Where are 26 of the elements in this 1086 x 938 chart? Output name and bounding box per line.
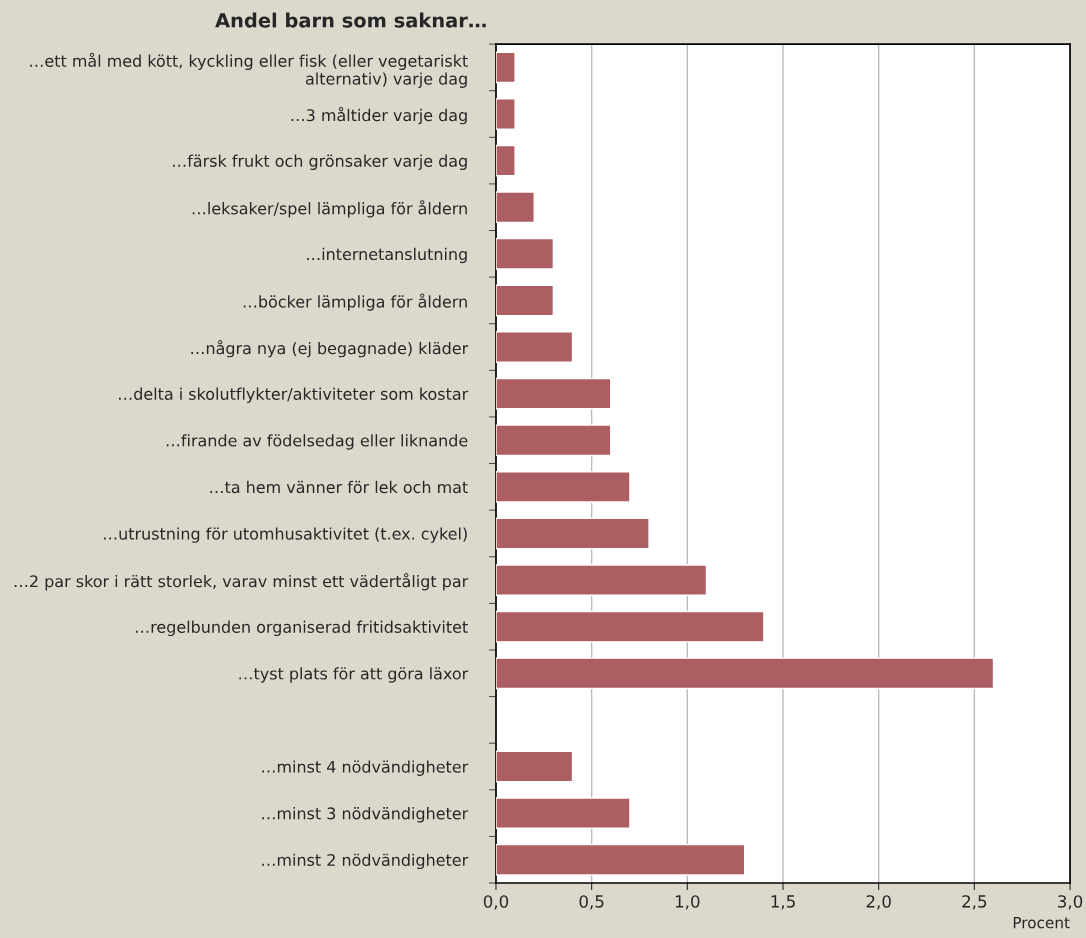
- y-tick-label: …leksaker/spel lämpliga för åldern: [192, 200, 467, 218]
- y-tick-label: …ett mål med kött, kyckling eller fisk (eller vegetariskt alternativ) varje dag: [30, 52, 468, 88]
- x-tick-label: 2,0: [866, 895, 891, 910]
- chart-title: Andel barn som saknar…: [215, 12, 486, 28]
- y-tick-label: …minst 4 nödvändigheter: [262, 760, 469, 776]
- y-tick-label: …ta hem vänner för lek och mat: [210, 480, 468, 494]
- y-tick-label: …minst 3 nödvändigheter: [262, 807, 469, 823]
- y-tick-label: …utrustning för utomhusaktivitet (t.ex. cykel): [104, 527, 467, 543]
- x-tick-label: 1,5: [771, 895, 795, 910]
- y-tick-label: …delta i skolutflykter/aktiviteter som kostar: [119, 387, 469, 404]
- y-tick-label: …tyst plats för att göra läxor: [239, 667, 469, 683]
- x-tick-label: 3,0: [1058, 895, 1083, 910]
- x-tick-label: 2,5: [962, 895, 987, 910]
- y-tick-label: …2 par skor i rätt storlek, varav minst ett vädertåligt par: [14, 573, 469, 591]
- x-tick-label: 0,5: [579, 895, 604, 910]
- y-tick-label: …internetanslutning: [307, 247, 467, 264]
- y-tick-label: …minst 2 nödvändigheter: [262, 853, 469, 870]
- x-tick-label: 0,0: [483, 895, 509, 910]
- y-tick-label: …regelbunden organiserad fritidsaktivitet: [136, 620, 468, 637]
- y-tick-label: …böcker lämpliga för åldern: [243, 293, 467, 311]
- y-tick-label: …firande av födelsedag eller liknande: [166, 434, 468, 450]
- y-tick-label: …3 måltider varje dag: [291, 106, 467, 125]
- y-tick-label: …några nya (ej begagnade) kläder: [191, 340, 469, 358]
- x-tick-label: 1,0: [675, 895, 700, 910]
- y-tick-label: …färsk frukt och grönsaker varje dag: [173, 154, 467, 170]
- x-axis-title: Procent: [1013, 916, 1070, 929]
